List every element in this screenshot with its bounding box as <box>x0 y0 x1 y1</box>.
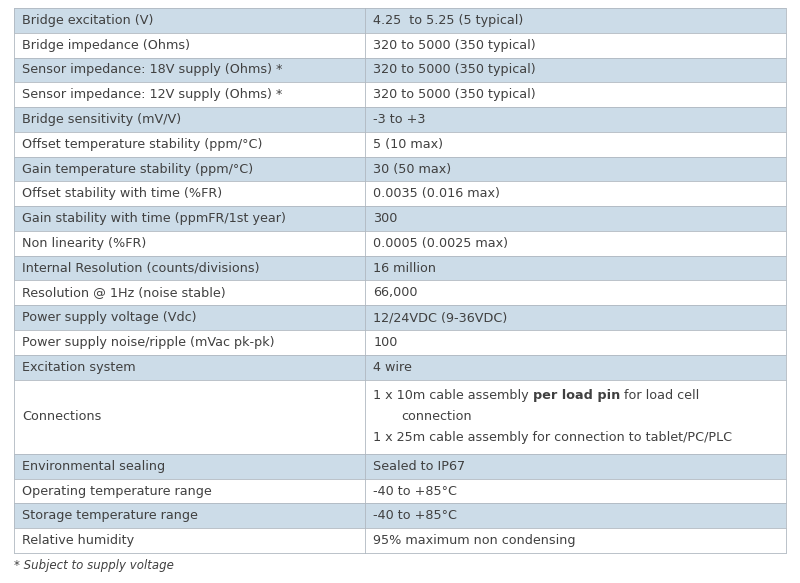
Text: Power supply noise/ripple (mVac pk-pk): Power supply noise/ripple (mVac pk-pk) <box>22 336 274 349</box>
Text: Storage temperature range: Storage temperature range <box>22 510 198 522</box>
Bar <box>14 107 366 132</box>
Bar <box>366 479 786 504</box>
Text: 0.0035 (0.016 max): 0.0035 (0.016 max) <box>374 187 500 201</box>
Bar <box>366 305 786 330</box>
Bar <box>14 528 366 553</box>
Text: 100: 100 <box>374 336 398 349</box>
Bar <box>14 132 366 157</box>
Bar <box>366 231 786 256</box>
Text: 16 million: 16 million <box>374 262 436 275</box>
Text: 5 (10 max): 5 (10 max) <box>374 138 443 151</box>
Bar <box>14 454 366 479</box>
Text: 4.25  to 5.25 (5 typical): 4.25 to 5.25 (5 typical) <box>374 14 523 27</box>
Bar <box>366 157 786 181</box>
Text: 0.0005 (0.0025 max): 0.0005 (0.0025 max) <box>374 237 508 250</box>
Text: -3 to +3: -3 to +3 <box>374 113 426 126</box>
Text: 320 to 5000 (350 typical): 320 to 5000 (350 typical) <box>374 88 536 101</box>
Bar <box>14 206 366 231</box>
Text: 4 wire: 4 wire <box>374 361 412 374</box>
Text: Environmental sealing: Environmental sealing <box>22 460 165 473</box>
Text: Sensor impedance: 18V supply (Ohms) *: Sensor impedance: 18V supply (Ohms) * <box>22 64 282 76</box>
Bar <box>14 157 366 181</box>
Text: Sensor impedance: 12V supply (Ohms) *: Sensor impedance: 12V supply (Ohms) * <box>22 88 282 101</box>
Text: per load pin: per load pin <box>533 389 620 402</box>
Bar <box>366 504 786 528</box>
Bar <box>14 58 366 82</box>
Bar <box>14 280 366 305</box>
Bar <box>366 330 786 355</box>
Text: 95% maximum non condensing: 95% maximum non condensing <box>374 534 576 547</box>
Bar <box>14 355 366 380</box>
Bar <box>366 58 786 82</box>
Bar <box>14 8 366 33</box>
Bar <box>366 8 786 33</box>
Text: connection: connection <box>402 410 472 423</box>
Text: * Subject to supply voltage: * Subject to supply voltage <box>14 559 174 572</box>
Text: 66,000: 66,000 <box>374 286 418 300</box>
Bar <box>366 280 786 305</box>
Text: 300: 300 <box>374 212 398 225</box>
Text: 320 to 5000 (350 typical): 320 to 5000 (350 typical) <box>374 64 536 76</box>
Bar <box>14 181 366 206</box>
Text: -40 to +85°C: -40 to +85°C <box>374 510 458 522</box>
Bar <box>366 528 786 553</box>
Bar <box>14 479 366 504</box>
Text: Gain stability with time (ppmFR/1st year): Gain stability with time (ppmFR/1st year… <box>22 212 286 225</box>
Text: Non linearity (%FR): Non linearity (%FR) <box>22 237 146 250</box>
Text: Gain temperature stability (ppm/°C): Gain temperature stability (ppm/°C) <box>22 163 253 175</box>
Bar <box>366 355 786 380</box>
Text: Offset temperature stability (ppm/°C): Offset temperature stability (ppm/°C) <box>22 138 262 151</box>
Bar <box>366 454 786 479</box>
Text: Excitation system: Excitation system <box>22 361 136 374</box>
Bar <box>366 82 786 107</box>
Text: Operating temperature range: Operating temperature range <box>22 484 212 497</box>
Text: Resolution @ 1Hz (noise stable): Resolution @ 1Hz (noise stable) <box>22 286 226 300</box>
Text: Bridge sensitivity (mV/V): Bridge sensitivity (mV/V) <box>22 113 181 126</box>
Text: Internal Resolution (counts/divisions): Internal Resolution (counts/divisions) <box>22 262 259 275</box>
Bar <box>366 132 786 157</box>
Bar <box>14 330 366 355</box>
Text: 1 x 10m cable assembly: 1 x 10m cable assembly <box>374 389 533 402</box>
Bar <box>14 380 366 454</box>
Bar <box>366 380 786 454</box>
Bar <box>14 305 366 330</box>
Bar <box>14 231 366 256</box>
Text: 320 to 5000 (350 typical): 320 to 5000 (350 typical) <box>374 38 536 52</box>
Text: Power supply voltage (Vdc): Power supply voltage (Vdc) <box>22 311 197 324</box>
Text: Offset stability with time (%FR): Offset stability with time (%FR) <box>22 187 222 201</box>
Bar <box>366 206 786 231</box>
Text: 12/24VDC (9-36VDC): 12/24VDC (9-36VDC) <box>374 311 507 324</box>
Bar <box>366 107 786 132</box>
Bar <box>366 256 786 280</box>
Text: Connections: Connections <box>22 410 102 423</box>
Bar <box>14 33 366 58</box>
Text: -40 to +85°C: -40 to +85°C <box>374 484 458 497</box>
Bar <box>366 181 786 206</box>
Bar <box>14 256 366 280</box>
Bar <box>366 33 786 58</box>
Text: Bridge excitation (V): Bridge excitation (V) <box>22 14 154 27</box>
Text: Sealed to IP67: Sealed to IP67 <box>374 460 466 473</box>
Bar <box>14 504 366 528</box>
Text: for load cell: for load cell <box>620 389 699 402</box>
Bar <box>14 82 366 107</box>
Text: 30 (50 max): 30 (50 max) <box>374 163 451 175</box>
Text: Relative humidity: Relative humidity <box>22 534 134 547</box>
Text: 1 x 25m cable assembly for connection to tablet/PC/PLC: 1 x 25m cable assembly for connection to… <box>374 431 732 444</box>
Text: Bridge impedance (Ohms): Bridge impedance (Ohms) <box>22 38 190 52</box>
